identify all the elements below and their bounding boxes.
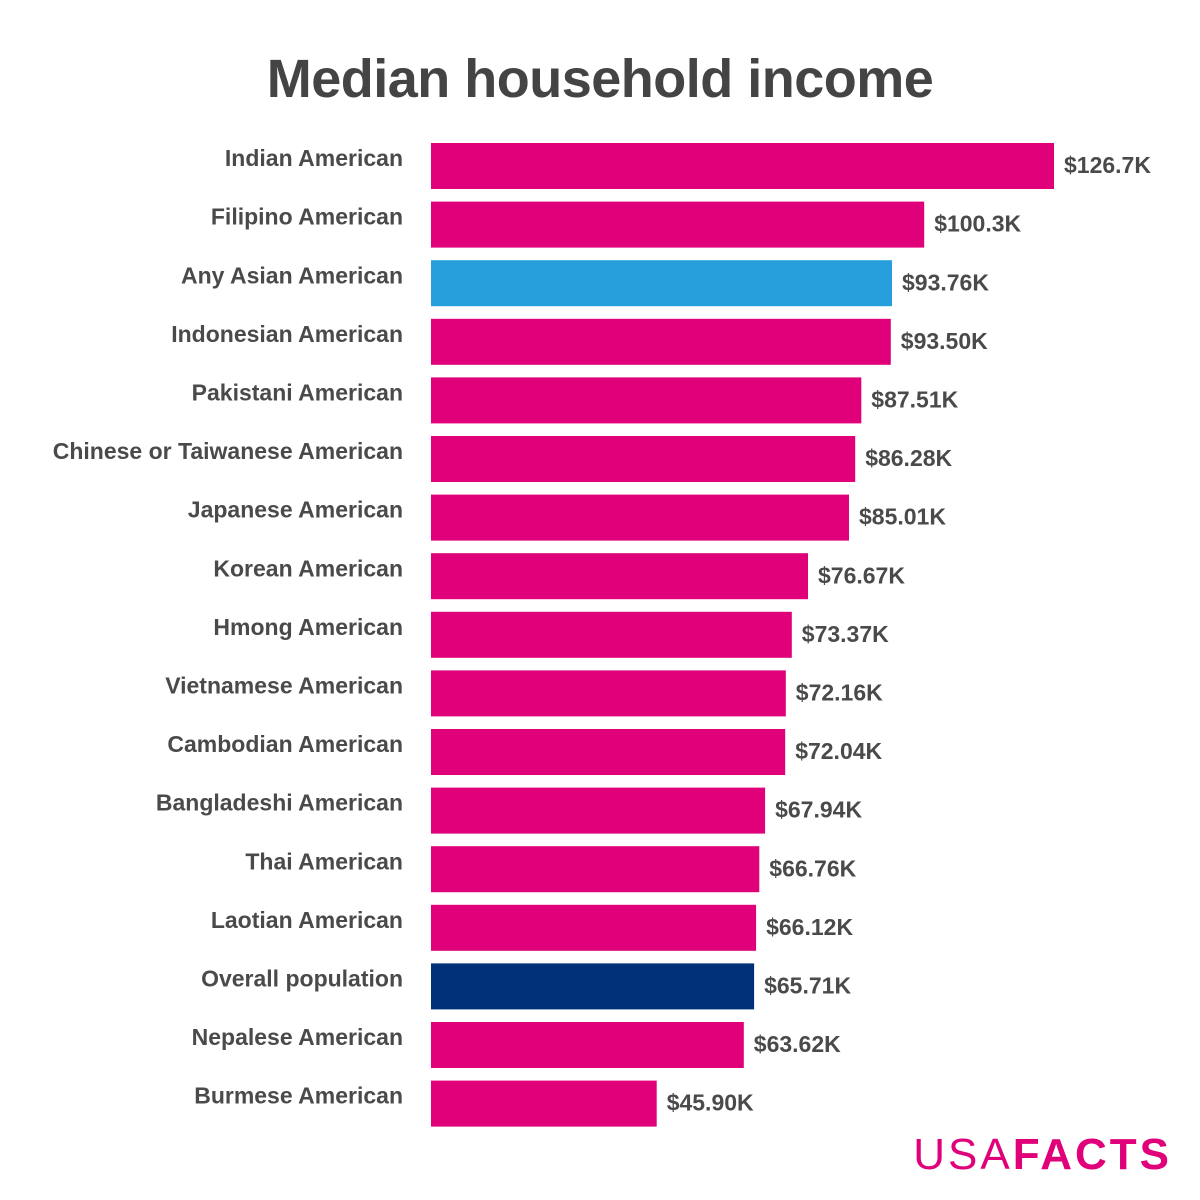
usafacts-logo: USAFACTS	[913, 1130, 1172, 1180]
category-label: Burmese American	[194, 1083, 403, 1109]
category-label: Nepalese American	[192, 1024, 403, 1050]
value-label: $66.76K	[769, 855, 856, 881]
bar-any-asian-american	[431, 260, 892, 307]
category-label: Pakistani American	[192, 379, 403, 405]
chart-title: Median household income	[266, 49, 934, 109]
bar-indian-american	[431, 143, 1054, 189]
bar-pakistani-american	[431, 377, 862, 424]
value-label: $63.62K	[754, 1031, 841, 1057]
bar-hmong-american	[431, 611, 792, 658]
category-label: Cambodian American	[167, 731, 403, 757]
value-label: $87.51K	[871, 386, 958, 412]
value-label: $65.71K	[764, 972, 851, 998]
bar-thai-american	[431, 846, 760, 893]
category-label: Japanese American	[188, 497, 403, 523]
bar-nepalese-american	[431, 1022, 744, 1068]
bar-indonesian-american	[431, 318, 891, 365]
bar-korean-american	[431, 553, 808, 600]
value-label: $72.04K	[795, 738, 882, 764]
category-label: Filipino American	[211, 204, 403, 230]
value-label: $126.7K	[1064, 152, 1151, 178]
bar-japanese-american	[431, 494, 849, 541]
value-label: $100.3K	[934, 211, 1021, 237]
value-label: $72.16K	[796, 679, 883, 705]
value-label: $93.76K	[902, 269, 989, 295]
logo-usa-text: USA	[913, 1130, 1013, 1179]
value-label: $45.90K	[667, 1090, 754, 1116]
category-label: Indian American	[225, 145, 403, 171]
bar-cambodian-american	[431, 729, 786, 775]
bar-burmese-american	[431, 1080, 657, 1127]
bar-bangladeshi-american	[431, 787, 766, 834]
bar-laotian-american	[431, 904, 757, 951]
category-label: Indonesian American	[171, 321, 403, 347]
value-labels: $126.7K $100.3K $93.76K $93.50K $87.51K $86.2…	[667, 152, 1152, 1116]
category-label: Thai American	[245, 848, 403, 874]
value-label: $67.94K	[775, 797, 862, 823]
value-label: $66.12K	[766, 914, 853, 940]
bar-vietnamese-american	[431, 670, 786, 717]
value-label: $86.28K	[865, 445, 952, 471]
category-label: Any Asian American	[181, 262, 403, 288]
category-label: Laotian American	[211, 907, 403, 933]
value-label: $76.67K	[818, 562, 905, 588]
value-label: $93.50K	[901, 328, 988, 354]
category-label: Overall population	[201, 965, 403, 991]
category-label: Chinese or Taiwanese American	[53, 438, 403, 464]
value-label: $85.01K	[859, 504, 946, 530]
value-label: $73.37K	[802, 621, 889, 647]
category-labels: Indian American Filipino American Any Asia…	[53, 145, 403, 1109]
bar-chinese-or-taiwanese-american	[431, 436, 856, 482]
bar-filipino-american	[431, 201, 925, 248]
bar-overall-population	[431, 963, 755, 1010]
category-label: Hmong American	[213, 614, 403, 640]
logo-facts-text: FACTS	[1012, 1130, 1172, 1179]
category-label: Bangladeshi American	[156, 790, 403, 816]
category-label: Vietnamese American	[165, 672, 403, 698]
category-label: Korean American	[213, 555, 403, 581]
bars-group	[431, 143, 1054, 1127]
